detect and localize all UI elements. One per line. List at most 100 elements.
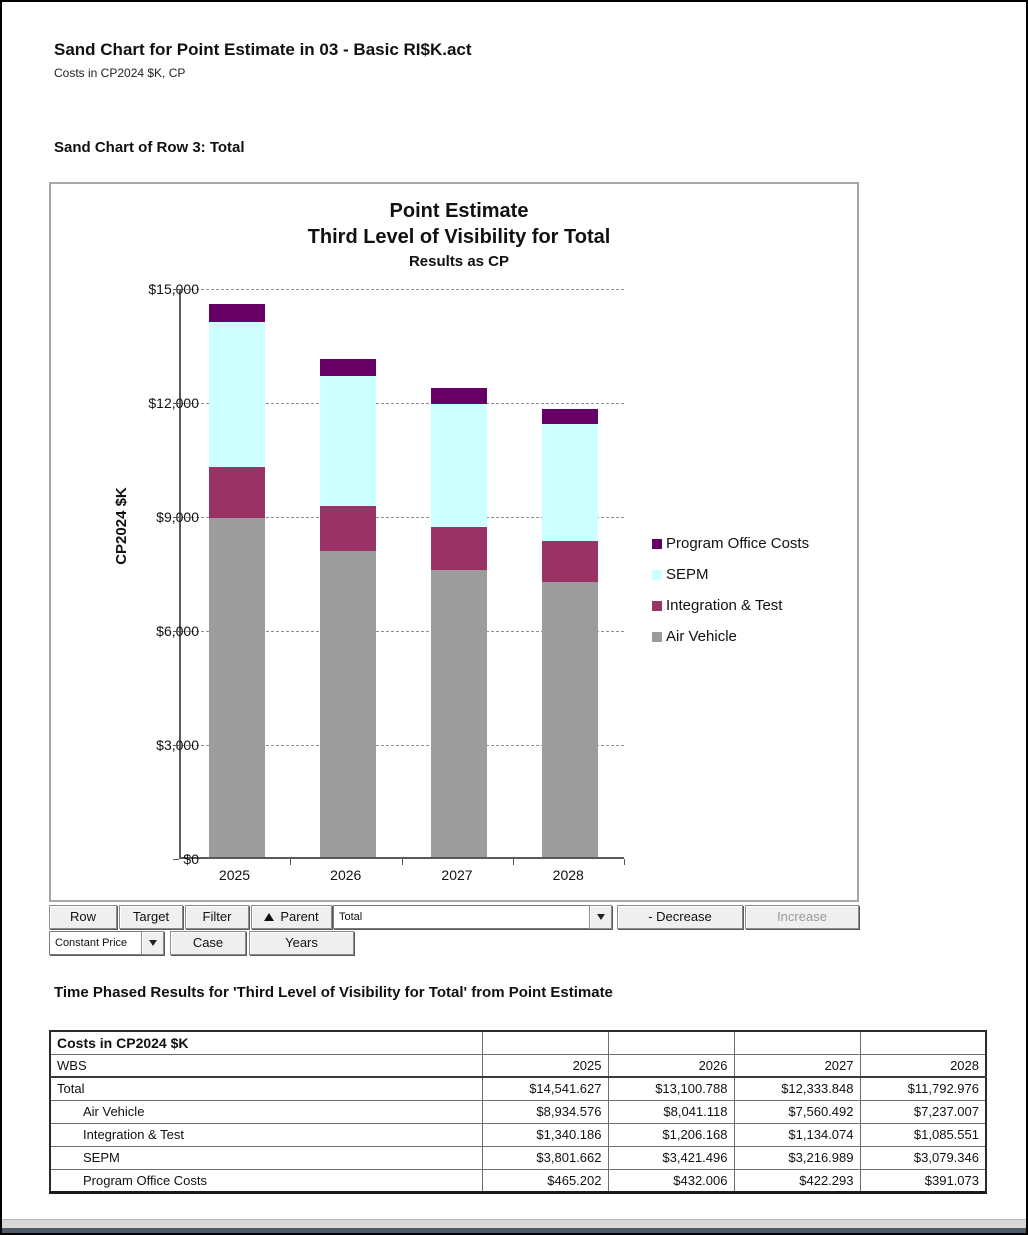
bar-segment-program-office-costs	[208, 304, 265, 323]
bar-segment-sepm	[208, 322, 265, 467]
table-row: SEPM $3,801.662 $3,421.496 $3,216.989 $3,079…	[49, 1145, 987, 1170]
y-axis-label: CP2024 $K	[113, 487, 130, 565]
time-phased-results-table: Costs in CP2024 $K WBS 2025 2026 2027 2028 Tot…	[49, 1030, 987, 1194]
gridline	[181, 631, 624, 632]
bar-segment-program-office-costs	[542, 408, 599, 424]
legend-label: SEPM	[666, 566, 709, 583]
value-cell: $1,206.168	[607, 1122, 735, 1147]
x-tick-mark	[624, 859, 625, 865]
row-button[interactable]: Row	[49, 905, 117, 929]
table-column-header-row: WBS 2025 2026 2027 2028	[49, 1053, 987, 1078]
y-tick-mark	[173, 517, 179, 518]
row-label-cell: Program Office Costs	[49, 1168, 483, 1193]
stacked-bar-2025	[208, 304, 265, 857]
table-row: Program Office Costs $465.202 $432.006 $422…	[49, 1168, 987, 1193]
target-button[interactable]: Target	[119, 905, 183, 929]
year-header-cell: 2028	[859, 1053, 987, 1078]
table-row: Integration & Test $1,340.186 $1,206.168 $1…	[49, 1122, 987, 1147]
x-tick-mark	[401, 859, 403, 865]
sand-chart-heading: Sand Chart of Row 3: Total	[54, 139, 245, 156]
value-cell: $7,560.492	[733, 1099, 861, 1124]
selection-combobox-arrow[interactable]	[589, 905, 612, 929]
bar-segment-sepm	[319, 375, 376, 506]
value-cell: $7,237.007	[859, 1099, 987, 1124]
case-button[interactable]: Case	[170, 931, 246, 955]
value-cell: $3,421.496	[607, 1145, 735, 1170]
value-cell: $465.202	[481, 1168, 609, 1193]
chevron-down-icon	[148, 940, 157, 946]
row-label-cell: Air Vehicle	[49, 1099, 483, 1124]
chart-subtitle: Results as CP	[408, 253, 510, 270]
bar-segment-air-vehicle	[319, 551, 376, 857]
bar-segment-air-vehicle	[431, 569, 488, 857]
value-cell: $8,934.576	[481, 1099, 609, 1124]
legend-label: Program Office Costs	[666, 535, 810, 552]
time-phased-heading: Time Phased Results for 'Third Level of …	[54, 984, 613, 1001]
legend-item: Program Office Costs	[652, 528, 809, 559]
row-label-cell: Total	[49, 1076, 483, 1101]
value-cell: $432.006	[607, 1168, 735, 1193]
y-tick-label: $12,000	[148, 395, 199, 411]
legend-swatch-icon	[652, 631, 662, 642]
y-tick-mark	[173, 631, 179, 632]
row-label-cell: SEPM	[49, 1145, 483, 1170]
legend-item: SEPM	[652, 559, 809, 590]
value-cell: $13,100.788	[607, 1076, 735, 1101]
value-cell: $12,333.848	[733, 1076, 861, 1101]
legend-label: Air Vehicle	[666, 628, 737, 645]
price-combobox[interactable]: Constant Price	[49, 931, 142, 955]
window-bottom-edge	[2, 1228, 1026, 1233]
x-tick-label: 2026	[330, 867, 362, 883]
y-tick-label: $3,000	[156, 737, 199, 753]
parent-button-label: Parent	[280, 909, 319, 924]
x-tick-label: 2027	[441, 867, 473, 883]
value-cell: $1,340.186	[481, 1122, 609, 1147]
value-cell: $8,041.118	[607, 1099, 735, 1124]
gridline	[181, 403, 624, 404]
bar-segment-sepm	[542, 423, 599, 541]
value-cell: $1,134.074	[733, 1122, 861, 1147]
price-combobox-arrow[interactable]	[141, 931, 164, 955]
up-triangle-icon	[264, 913, 275, 921]
x-tick-mark	[512, 859, 514, 865]
year-header-cell: 2027	[733, 1053, 861, 1078]
decrease-button[interactable]: - Decrease	[617, 905, 743, 929]
y-tick-label: $15,000	[148, 281, 199, 297]
parent-button[interactable]: Parent	[251, 905, 332, 929]
table-title-cell: Costs in CP2024 $K	[49, 1030, 483, 1055]
bar-segment-program-office-costs	[431, 388, 488, 405]
chart-legend: Program Office Costs SEPM Integration & Te…	[652, 528, 809, 652]
stacked-bar-2028	[542, 408, 599, 857]
value-cell: $3,801.662	[481, 1145, 609, 1170]
bar-segment-integration-test	[542, 540, 599, 582]
years-button[interactable]: Years	[249, 931, 354, 955]
bar-segment-integration-test	[208, 466, 265, 518]
selection-combobox[interactable]: Total	[333, 905, 590, 929]
chart-title-line-1: Point Estimate	[389, 200, 529, 222]
value-cell: $391.073	[859, 1168, 987, 1193]
legend-swatch-icon	[652, 600, 662, 611]
chart-title-line-2: Third Level of Visibility for Total	[307, 226, 611, 248]
gridline	[181, 517, 624, 518]
value-cell: $3,079.346	[859, 1145, 987, 1170]
legend-swatch-icon	[652, 569, 662, 580]
x-tick-mark	[290, 859, 292, 865]
empty-header-cell	[733, 1030, 861, 1055]
bar-segment-sepm	[431, 404, 488, 527]
empty-header-cell	[481, 1030, 609, 1055]
value-cell: $14,541.627	[481, 1076, 609, 1101]
stacked-bar-2027	[431, 388, 488, 857]
page-subtitle: Costs in CP2024 $K, CP	[54, 66, 186, 80]
increase-button[interactable]: Increase	[745, 905, 859, 929]
bar-segment-air-vehicle	[542, 582, 599, 857]
legend-item: Integration & Test	[652, 590, 809, 621]
chart-title-block: Point Estimate Third Level of Visibility…	[179, 198, 739, 270]
value-cell: $3,216.989	[733, 1145, 861, 1170]
filter-button[interactable]: Filter	[185, 905, 249, 929]
page-title: Sand Chart for Point Estimate in 03 - Ba…	[54, 40, 472, 59]
sand-chart: Point Estimate Third Level of Visibility…	[49, 182, 859, 902]
value-cell: $422.293	[733, 1168, 861, 1193]
horizontal-scrollbar[interactable]	[2, 1219, 1026, 1228]
gridline	[181, 289, 624, 290]
